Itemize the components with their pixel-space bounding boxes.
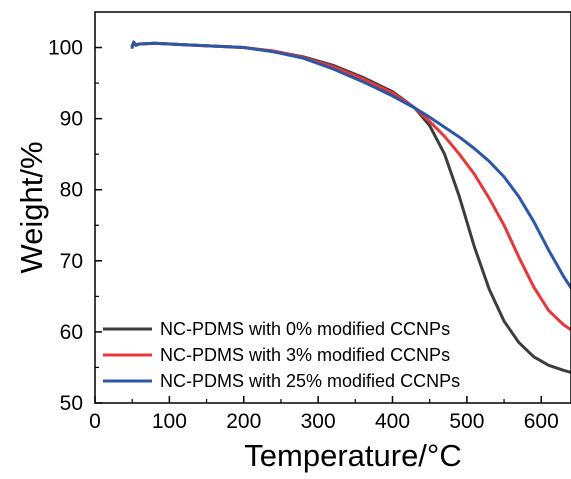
y-tick-label: 100	[48, 37, 83, 60]
x-tick-label: 500	[449, 410, 484, 433]
y-tick-label: 80	[60, 179, 83, 202]
legend-label: NC-PDMS with 3% modified CCNPs	[160, 345, 450, 365]
y-axis-title: Weight/%	[14, 141, 49, 273]
plot-frame	[94, 11, 571, 404]
legend-label: NC-PDMS with 25% modified CCNPs	[160, 371, 460, 391]
x-axis-title: Temperature/°C	[244, 438, 461, 473]
legend: NC-PDMS with 0% modified CCNPs NC-PDMS wi…	[103, 319, 460, 391]
y-tick-label: 70	[60, 250, 83, 273]
series-line	[130, 41, 571, 332]
y-tick-label: 90	[60, 108, 83, 131]
y-tick-label: 60	[60, 321, 83, 344]
x-tick-label: 300	[301, 410, 336, 433]
x-tick-label: 100	[152, 410, 187, 433]
y-tick-labels: 50 60 70 80 90 100	[48, 37, 83, 415]
x-tick-label: 200	[226, 410, 261, 433]
legend-label: NC-PDMS with 0% modified CCNPs	[160, 319, 450, 339]
y-tick-label: 50	[60, 392, 83, 415]
x-tick-label: 0	[89, 410, 101, 433]
series-layer	[130, 40, 571, 374]
x-tick-label: 400	[375, 410, 410, 433]
x-tick-label: 600	[524, 410, 559, 433]
x-tick-labels: 0 100 200 300 400 500 600	[89, 410, 559, 433]
series-line	[130, 40, 571, 290]
